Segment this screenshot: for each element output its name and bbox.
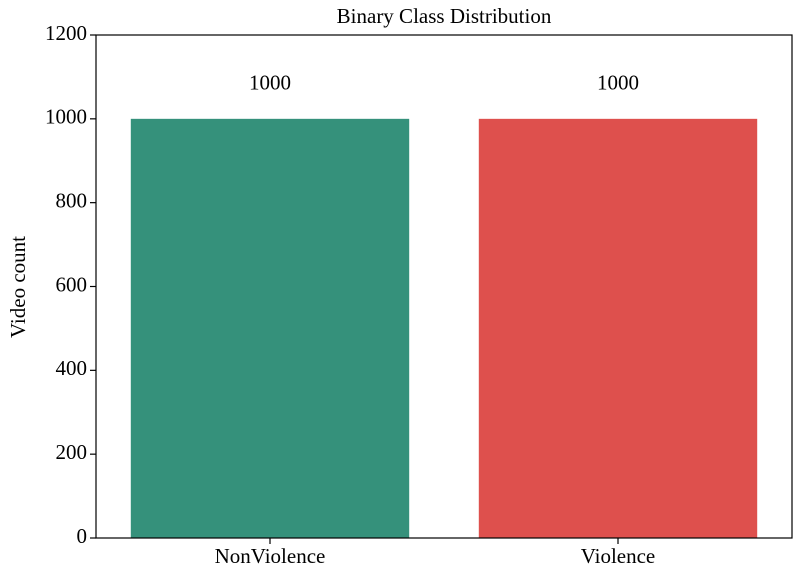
bar bbox=[130, 118, 410, 538]
y-tick-label: 1000 bbox=[45, 105, 87, 129]
chart-title: Binary Class Distribution bbox=[337, 4, 552, 28]
y-axis-label: Video count bbox=[6, 236, 30, 338]
y-tick-label: 1200 bbox=[45, 21, 87, 45]
y-tick-label: 600 bbox=[56, 272, 88, 296]
y-tick-label: 800 bbox=[56, 188, 88, 212]
data-label: 1000 bbox=[249, 71, 291, 95]
plot-frame bbox=[95, 34, 793, 539]
data-label: 1000 bbox=[597, 71, 639, 95]
x-tick-label: NonViolence bbox=[215, 544, 326, 568]
y-tick-label: 200 bbox=[56, 440, 88, 464]
x-tick-label: Violence bbox=[581, 544, 656, 568]
y-tick-label: 0 bbox=[77, 524, 88, 548]
y-tick-label: 400 bbox=[56, 356, 88, 380]
bar bbox=[478, 118, 758, 538]
